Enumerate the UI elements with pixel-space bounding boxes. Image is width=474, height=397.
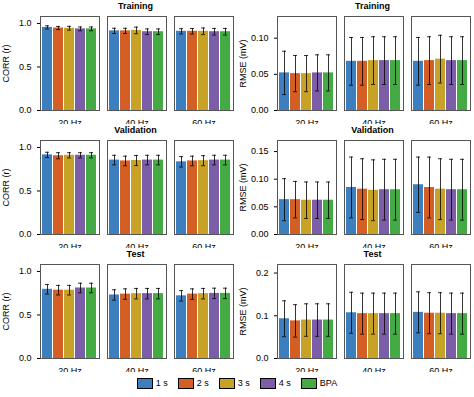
svg-text:20 Hz: 20 Hz (295, 118, 319, 124)
svg-text:20 Hz: 20 Hz (295, 366, 319, 372)
svg-text:0.0: 0.0 (256, 353, 269, 363)
svg-text:RMSE (mV): RMSE (mV) (238, 164, 248, 212)
svg-text:40 Hz: 40 Hz (125, 242, 149, 248)
svg-text:0.15: 0.15 (251, 146, 269, 156)
svg-text:60 Hz: 60 Hz (192, 242, 216, 248)
html-text:4 s: 4 s (278, 378, 291, 388)
svg-text:0.1: 0.1 (256, 311, 269, 321)
svg-text:20 Hz: 20 Hz (58, 118, 82, 124)
html-text:1 s: 1 s (155, 378, 168, 388)
html-text:Validation: Validation (114, 125, 157, 135)
svg-text:CORR (r): CORR (r) (1, 169, 11, 207)
svg-text:1.0: 1.0 (19, 18, 32, 28)
svg-text:20 Hz: 20 Hz (58, 242, 82, 248)
svg-text:0.5: 0.5 (19, 310, 32, 320)
svg-text:40 Hz: 40 Hz (362, 366, 386, 372)
html-text:Test: Test (363, 249, 382, 259)
svg-text:0.0: 0.0 (19, 229, 32, 239)
svg-text:1.0: 1.0 (19, 266, 32, 276)
svg-text:60 Hz: 60 Hz (192, 118, 216, 124)
html-text:3 s: 3 s (237, 378, 250, 388)
svg-text:0.10: 0.10 (251, 33, 269, 43)
svg-text:0.00: 0.00 (251, 105, 269, 115)
svg-text:40 Hz: 40 Hz (362, 118, 386, 124)
html-text:Test: Test (126, 249, 145, 259)
svg-text:0.00: 0.00 (251, 229, 269, 239)
html-text:Validation: Validation (351, 125, 394, 135)
svg-text:0.5: 0.5 (19, 62, 32, 72)
svg-text:CORR (r): CORR (r) (1, 293, 11, 331)
html-text:Training: Training (355, 1, 390, 11)
svg-text:1.0: 1.0 (19, 142, 32, 152)
svg-text:60 Hz: 60 Hz (429, 242, 453, 248)
svg-text:CORR (r): CORR (r) (1, 45, 11, 83)
svg-text:40 Hz: 40 Hz (362, 242, 386, 248)
svg-text:60 Hz: 60 Hz (429, 366, 453, 372)
svg-text:40 Hz: 40 Hz (125, 118, 149, 124)
svg-text:0.05: 0.05 (251, 69, 269, 79)
svg-text:0.5: 0.5 (19, 186, 32, 196)
svg-text:RMSE (mV): RMSE (mV) (238, 288, 248, 336)
svg-text:40 Hz: 40 Hz (125, 366, 149, 372)
svg-text:60 Hz: 60 Hz (192, 366, 216, 372)
html-text:2 s: 2 s (196, 378, 209, 388)
svg-text:0.10: 0.10 (251, 174, 269, 184)
svg-text:60 Hz: 60 Hz (429, 118, 453, 124)
html-text:Training: Training (118, 1, 153, 11)
html-text:BPA: BPA (319, 378, 338, 388)
svg-text:20 Hz: 20 Hz (295, 242, 319, 248)
svg-text:0.0: 0.0 (19, 353, 32, 363)
svg-text:RMSE (mV): RMSE (mV) (238, 40, 248, 88)
svg-text:0.05: 0.05 (251, 202, 269, 212)
svg-text:0.2: 0.2 (256, 268, 269, 278)
svg-text:20 Hz: 20 Hz (58, 366, 82, 372)
svg-text:0.0: 0.0 (19, 105, 32, 115)
